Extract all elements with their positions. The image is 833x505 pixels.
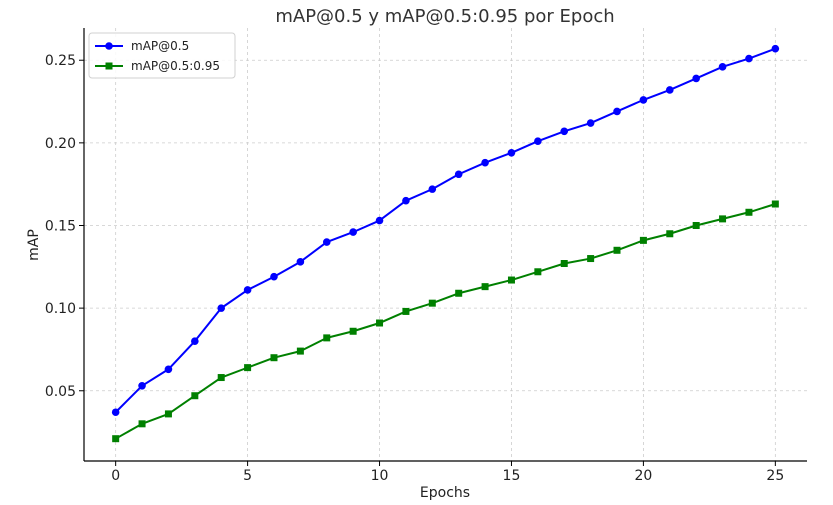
series-2-point [560, 260, 568, 268]
series-2-point [164, 410, 172, 418]
series-2-point [745, 208, 753, 216]
series-2-point [613, 246, 621, 254]
series-2-point [771, 200, 779, 208]
series-1-point [191, 337, 199, 345]
legend-label: mAP@0.5:0.95 [131, 59, 220, 73]
legend-marker [105, 42, 113, 50]
series-1-point [296, 258, 305, 266]
y-tick-label: 0.05 [45, 384, 76, 400]
series-1-point [349, 228, 357, 236]
axes [83, 28, 807, 462]
y-axis-label: mAP [26, 229, 42, 261]
series-1-point [138, 382, 146, 390]
series-2-point [323, 334, 331, 342]
x-tick-label: 20 [634, 468, 652, 484]
series-1-point [164, 365, 173, 374]
series-2-point [428, 299, 436, 307]
y-ticks: 0.05 0.10 0.15 0.20 0.25 [45, 53, 84, 400]
series-1-point [322, 238, 331, 246]
series-1-point [402, 196, 410, 205]
series-2-point [507, 276, 515, 284]
legend-box [88, 32, 236, 79]
series-2-point [639, 236, 647, 244]
series-2-point [244, 364, 252, 372]
series-2-point [481, 283, 489, 291]
x-tick-label: 15 [503, 468, 521, 484]
series-2-point [455, 289, 463, 297]
series-2-point [349, 327, 357, 335]
x-tick-label: 5 [243, 468, 252, 484]
series-2-point [217, 374, 225, 382]
series-1-point [692, 74, 700, 83]
series-2-point [191, 392, 199, 400]
series-2-point [666, 230, 674, 238]
series-1-point [428, 185, 437, 193]
series-1-point [111, 408, 120, 417]
series-2-point [587, 255, 595, 263]
series-1-point [534, 137, 542, 146]
x-ticks: 0 5 10 15 20 25 [111, 461, 784, 484]
x-tick-label: 25 [766, 468, 784, 484]
series-1-point [560, 127, 569, 136]
series-1-point [243, 286, 252, 294]
series-1-point [639, 96, 648, 104]
legend-label: mAP@0.5 [131, 39, 189, 53]
series-layer [111, 44, 780, 443]
series-1-point [665, 86, 674, 94]
series-1-point [771, 44, 780, 53]
series-1-point [613, 107, 621, 116]
series-2-point [296, 347, 304, 355]
y-tick-label: 0.10 [45, 301, 76, 317]
chart-title: mAP@0.5 y mAP@0.5:0.95 por Epoch [275, 6, 614, 27]
legend: mAP@0.5 mAP@0.5:0.95 [88, 32, 236, 79]
series-1-point [270, 272, 278, 281]
y-tick-label: 0.15 [45, 218, 76, 234]
series-2-point [270, 354, 278, 362]
series-2-line [115, 203, 776, 440]
series-2-point [534, 268, 542, 276]
legend-entry-1: mAP@0.5 [95, 39, 189, 53]
x-axis-label: Epochs [420, 485, 470, 501]
x-tick-label: 0 [111, 468, 120, 484]
series-1-point [507, 148, 516, 157]
series-1-point [375, 216, 384, 225]
series-1-point [481, 158, 489, 167]
y-tick-label: 0.25 [45, 53, 76, 69]
legend-marker [105, 62, 113, 70]
series-1-point [586, 119, 595, 127]
series-1-point [745, 54, 753, 63]
series-1-point [454, 170, 463, 179]
series-2-point [112, 435, 120, 443]
series-1-point [217, 304, 226, 312]
y-tick-label: 0.20 [45, 136, 76, 152]
series-2-point [138, 420, 146, 428]
series-1-point [718, 63, 727, 71]
series-2-point [719, 215, 727, 223]
series-2 [112, 200, 779, 443]
series-2-point [376, 319, 384, 327]
x-tick-label: 10 [371, 468, 389, 484]
series-1 [111, 44, 780, 417]
series-1-line [114, 47, 776, 413]
series-2-point [692, 221, 700, 229]
series-2-point [402, 307, 410, 315]
legend-entry-2: mAP@0.5:0.95 [95, 59, 220, 73]
